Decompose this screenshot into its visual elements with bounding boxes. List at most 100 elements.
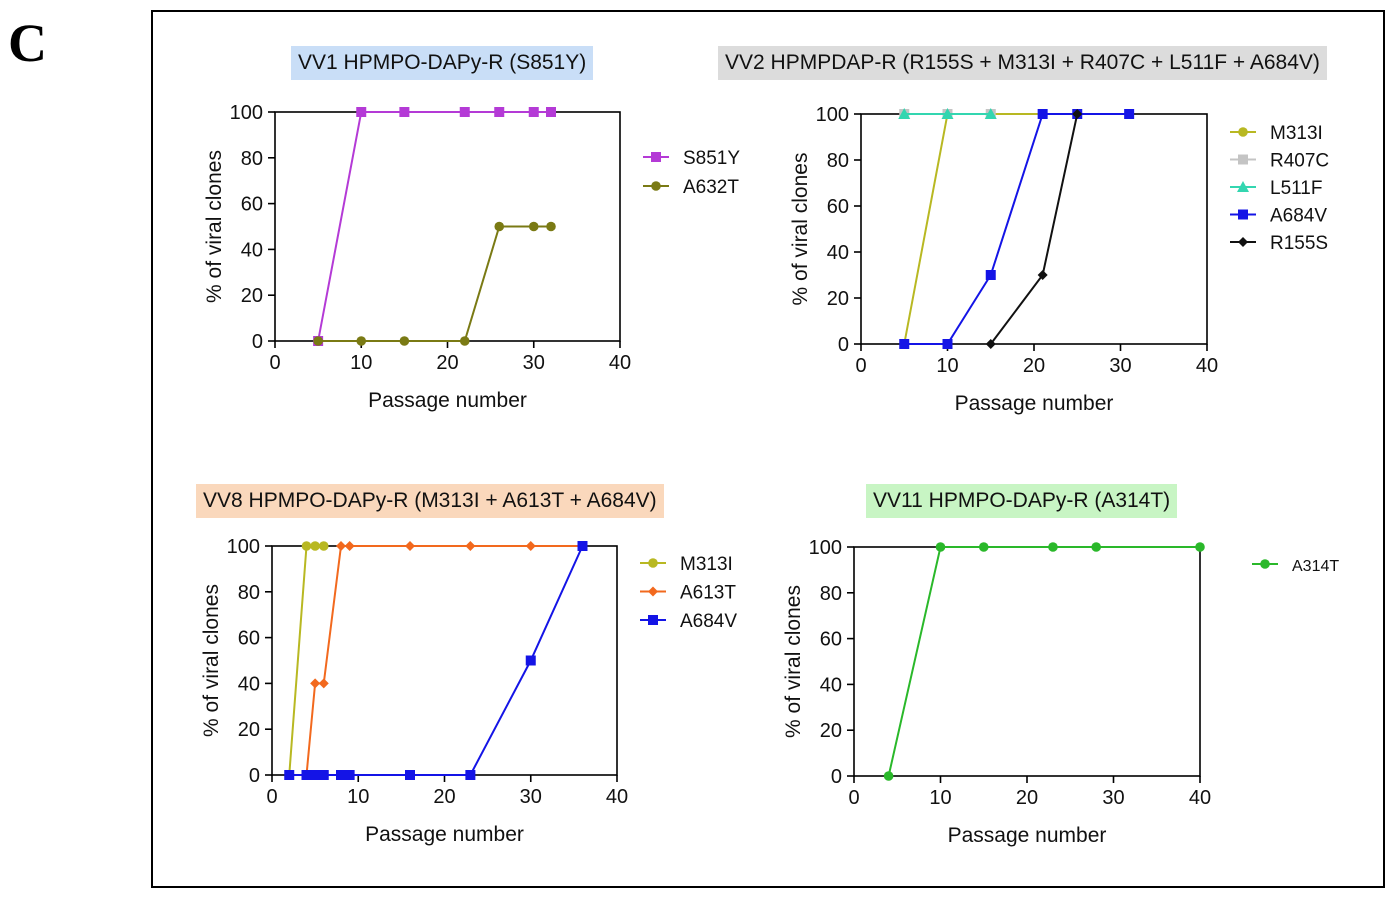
data-point	[525, 655, 536, 666]
data-point	[899, 339, 910, 349]
y-tick-label: 20	[820, 720, 842, 742]
series-s851y	[313, 107, 556, 346]
legend-entry-l511f: L511F	[1230, 178, 1322, 199]
legend-label: R407C	[1270, 151, 1329, 172]
panel-letter: C	[8, 13, 47, 73]
legend-label: M313I	[680, 554, 733, 575]
y-tick-label: 100	[816, 104, 849, 126]
legend-marker	[651, 181, 661, 191]
x-tick-label: 40	[1189, 787, 1211, 809]
legend-marker	[648, 558, 658, 568]
y-tick-label: 40	[820, 674, 842, 696]
data-point	[1124, 109, 1135, 119]
x-tick-label: 10	[936, 355, 958, 377]
chart-0: 0 10 20 30 40 0 20 40 60 80 100 Passage number % of …	[203, 102, 740, 412]
plot-frame	[271, 545, 618, 776]
data-point	[985, 339, 996, 349]
x-tick-label: 30	[1109, 355, 1131, 377]
legend-marker	[1238, 127, 1248, 137]
data-point	[1072, 109, 1083, 119]
x-tick-label: 40	[606, 786, 628, 808]
chart-title-vv2: VV2 HPMPDAP-R (R155S + M313I + R407C + L…	[718, 46, 1327, 80]
legend-label: A684V	[680, 611, 737, 632]
data-point	[356, 336, 367, 346]
legend-marker	[1238, 209, 1248, 220]
y-tick-label: 20	[238, 719, 260, 741]
x-tick-label: 10	[929, 787, 951, 809]
data-point	[528, 221, 539, 232]
y-axis-label: % of viral clones	[203, 150, 226, 303]
legend-label: M313I	[1270, 123, 1323, 144]
y-tick-label: 100	[227, 536, 260, 558]
series-a613t	[301, 541, 588, 780]
x-tick-label: 20	[1023, 355, 1045, 377]
series-a684v	[284, 541, 588, 780]
data-point	[301, 541, 312, 551]
y-tick-label: 100	[809, 537, 842, 559]
x-tick-label: 0	[266, 786, 277, 808]
x-tick-label: 30	[1102, 787, 1124, 809]
data-point	[344, 541, 355, 551]
data-point	[525, 541, 536, 551]
data-point	[459, 336, 470, 346]
legend-marker	[1238, 237, 1248, 247]
x-tick-label: 10	[347, 786, 369, 808]
plot-frame	[860, 113, 1208, 345]
series-m313i	[899, 109, 1134, 349]
y-tick-label: 0	[831, 766, 842, 788]
data-point	[985, 270, 996, 280]
data-point	[405, 770, 415, 780]
series-line	[288, 545, 324, 776]
series-a632t	[313, 221, 556, 346]
x-tick-label: 0	[855, 355, 866, 377]
legend-label: A684V	[1270, 206, 1327, 227]
legend-entry-r155s: R155S	[1230, 233, 1328, 254]
legend-marker	[651, 152, 661, 162]
y-axis-label: % of viral clones	[782, 585, 805, 738]
y-tick-label: 60	[241, 194, 263, 216]
x-axis-label: Passage number	[368, 389, 527, 412]
data-point	[356, 107, 367, 117]
data-point	[494, 107, 505, 117]
y-axis-label: % of viral clones	[789, 153, 812, 306]
y-tick-label: 80	[827, 150, 849, 172]
x-tick-label: 20	[436, 352, 458, 374]
legend-entry-a684v: A684V	[640, 611, 737, 632]
legend-label: A314T	[1292, 558, 1339, 575]
legend-entry-a632t: A632T	[643, 177, 739, 198]
data-point	[577, 541, 588, 551]
y-tick-label: 0	[252, 331, 263, 353]
chart-title-vv8: VV8 HPMPO-DAPy-R (M313I + A613T + A684V)	[196, 484, 664, 518]
legend-marker	[648, 586, 658, 597]
y-tick-label: 0	[249, 765, 260, 787]
data-point	[528, 107, 539, 117]
legend-label: A632T	[683, 177, 739, 198]
chart-3: 0 10 20 30 40 0 20 40 60 80 100 Passage number % of …	[782, 537, 1339, 847]
legend-marker	[1237, 181, 1249, 192]
data-point	[1037, 109, 1048, 119]
data-point	[399, 336, 410, 346]
data-point	[318, 541, 329, 551]
legend-entry-m313i: M313I	[640, 554, 733, 575]
data-point	[978, 542, 989, 552]
x-axis-label: Passage number	[948, 824, 1107, 847]
x-tick-label: 40	[609, 352, 631, 374]
data-point	[310, 678, 321, 689]
data-point	[344, 770, 355, 780]
y-tick-label: 80	[241, 148, 263, 170]
series-line	[305, 545, 583, 776]
legend-entry-a684v: A684V	[1230, 206, 1327, 227]
data-point	[984, 108, 997, 119]
x-axis-label: Passage number	[365, 823, 524, 846]
data-point	[310, 541, 320, 551]
x-tick-label: 30	[520, 786, 542, 808]
data-point	[494, 221, 505, 232]
plot-frame	[853, 546, 1201, 777]
data-point	[935, 542, 946, 552]
series-line	[318, 225, 551, 342]
y-tick-label: 60	[820, 629, 842, 651]
legend-entry-a314t: A314T	[1252, 558, 1339, 575]
series-line	[289, 545, 584, 776]
series-line	[904, 113, 1130, 345]
